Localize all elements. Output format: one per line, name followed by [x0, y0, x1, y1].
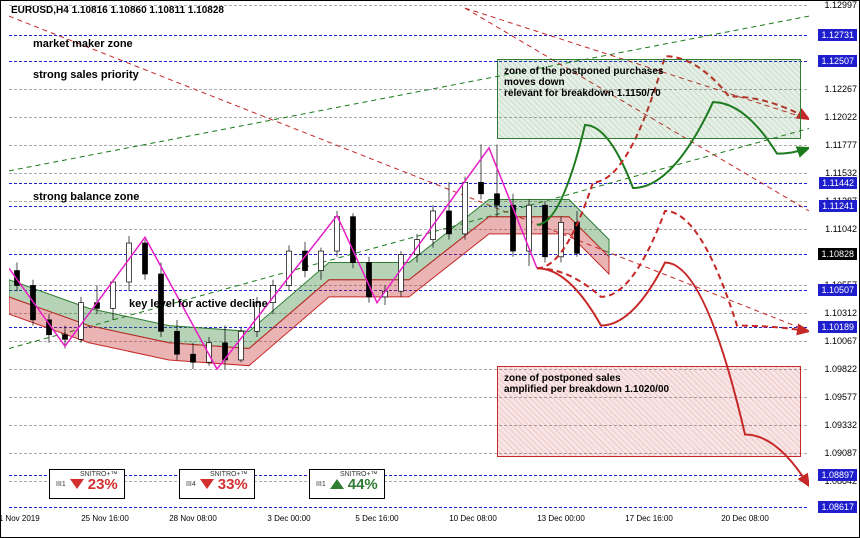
y-tick-label: 1.11777: [825, 140, 857, 150]
chart-annotation: market maker zone: [33, 38, 133, 50]
indicator-arrow-icon: [200, 479, 214, 489]
plot-area[interactable]: market maker zone strong sales priority st…: [9, 5, 807, 505]
price-tag: 1.11442: [819, 177, 857, 189]
indicator-box: III4SNITRO+™33%: [179, 469, 255, 499]
x-tick-label: 13 Dec 00:00: [537, 514, 585, 523]
indicator-arrow-icon: [70, 479, 84, 489]
price-tag: 1.10507: [818, 284, 857, 296]
y-tick-label: 1.11042: [825, 224, 857, 234]
price-tag: 1.10828: [818, 248, 857, 260]
x-tick-label: 17 Dec 16:00: [625, 514, 673, 523]
x-tick-label: 5 Dec 16:00: [355, 514, 398, 523]
price-tag: 1.12731: [818, 29, 857, 41]
y-tick-label: 1.09087: [824, 448, 857, 458]
chart-annotation: key level for active decline: [129, 298, 268, 310]
x-tick-label: 20 Dec 08:00: [721, 514, 769, 523]
indicator-arrow-icon: [330, 479, 344, 489]
chart-annotation: strong balance zone: [33, 191, 139, 203]
x-tick-label: 21 Nov 2019: [0, 514, 40, 523]
y-tick-label: 1.09332: [824, 420, 857, 430]
price-tag: 1.08897: [818, 469, 857, 481]
price-tag: 1.12507: [818, 55, 857, 67]
price-tag: 1.08617: [818, 501, 857, 513]
x-tick-label: 10 Dec 08:00: [449, 514, 497, 523]
x-tick-label: 25 Nov 16:00: [81, 514, 129, 523]
y-tick-label: 1.12022: [824, 112, 857, 122]
y-tick-label: 1.09822: [824, 364, 857, 374]
x-tick-label: 28 Nov 08:00: [169, 514, 217, 523]
x-tick-label: 3 Dec 00:00: [267, 514, 310, 523]
y-tick-label: 1.10312: [824, 308, 857, 318]
chart-zone: zone of postponed salesamplified per bre…: [497, 366, 801, 458]
indicator-box: III1SNITRO+™44%: [309, 469, 385, 499]
y-axis: 1.088421.090871.093321.095771.098221.100…: [807, 5, 859, 505]
price-tag: 1.11241: [819, 200, 857, 212]
chart-annotation: strong sales priority: [33, 69, 139, 81]
indicator-box: III1SNITRO+™23%: [49, 469, 125, 499]
chart-zone: zone of the postponed purchasesmoves dow…: [497, 59, 801, 139]
chart-container: EURUSD,H4 1.10816 1.10860 1.10811 1.1082…: [0, 0, 860, 538]
x-axis: 21 Nov 201925 Nov 16:0028 Nov 08:003 Dec…: [9, 505, 807, 537]
y-tick-label: 1.12997: [824, 0, 857, 10]
y-tick-label: 1.10067: [824, 336, 857, 346]
price-tag: 1.10189: [818, 321, 857, 333]
y-tick-label: 1.12267: [824, 84, 857, 94]
y-tick-label: 1.09577: [824, 392, 857, 402]
